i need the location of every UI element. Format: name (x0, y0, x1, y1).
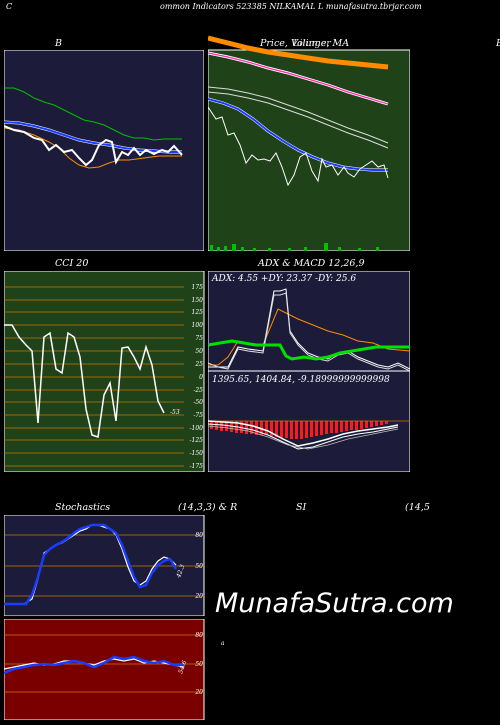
cci-tick: -125 (190, 437, 204, 444)
rsi-last-value: 54.6 (177, 660, 188, 675)
stochastics-tick: 50 (195, 563, 203, 570)
adx-chart (208, 271, 410, 472)
stochastics-last-value: 42.3 (175, 564, 187, 580)
stochastics-tick: 80 (195, 532, 203, 539)
rsi-tick: 20 (194, 689, 203, 696)
cci-tick-labels: 175 150 125 100 75 50 25 0 -25 -50 -75 -… (190, 284, 204, 470)
stochastics-params: (14,3,3) & R (178, 502, 238, 513)
rsi-side-mark: a (221, 640, 224, 647)
stochastics-chart: 42.3 80 50 20 (4, 515, 205, 616)
header-letter: C (6, 2, 13, 11)
cci-tick: 75 (195, 335, 203, 342)
macd-histogram (210, 421, 388, 439)
cci-chart: -53 175 150 125 100 75 50 25 0 -25 -50 -… (4, 271, 205, 472)
adx-macd-label: ADX & MACD 12,26,9 (258, 258, 365, 269)
page-title: ommon Indicators 523385 NILKAMAL L munaf… (160, 2, 422, 11)
bollinger-label: B (55, 38, 62, 49)
stochastics-label: Stochastics (55, 502, 111, 513)
price-chart (208, 35, 410, 251)
cci-tick: -50 (193, 399, 203, 406)
right-edge-letter: B (496, 38, 500, 49)
cci-last-value: -53 (170, 409, 180, 416)
adx-values: ADX: 4.55 +DY: 23.37 -DY: 25.6 (212, 274, 357, 284)
cci-label: CCI 20 (55, 258, 89, 269)
stochastics-tick: 20 (194, 593, 203, 600)
cci-tick: -25 (193, 387, 203, 394)
rsi-params: (14,5 (405, 502, 430, 513)
cci-tick: -75 (193, 412, 203, 419)
cci-tick: 150 (192, 297, 204, 304)
watermark: MunafaSutra.com (215, 588, 454, 619)
cci-tick: 100 (192, 322, 204, 329)
macd-values: 1395.65, 1404.84, -9.18999999999998 (212, 375, 390, 385)
rsi-tick: 80 (195, 632, 203, 639)
cci-tick: 125 (192, 309, 204, 316)
cci-tick: 0 (199, 374, 203, 381)
price-label-overlay: Lilinger (293, 38, 331, 49)
bollinger-chart (4, 50, 204, 251)
cci-tick: 50 (195, 348, 203, 355)
price-label: Price, Volume, MA (260, 38, 350, 49)
cci-tick: 25 (194, 361, 203, 368)
rsi-label: SI (296, 502, 307, 513)
rsi-chart: 54.6 80 50 20 a (4, 619, 224, 720)
rsi-tick: 50 (195, 661, 203, 668)
cci-tick: -175 (190, 463, 204, 470)
cci-tick: -150 (190, 450, 204, 457)
cci-tick: -100 (190, 425, 204, 432)
cci-tick: 175 (192, 284, 204, 291)
